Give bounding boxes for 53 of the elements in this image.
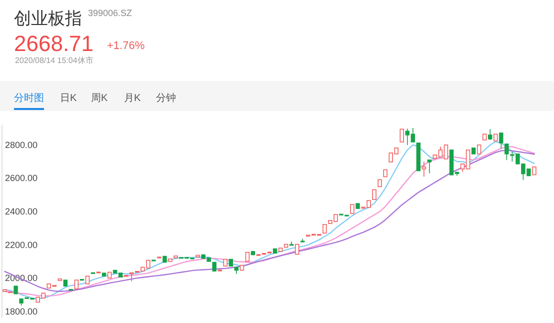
chart-subtitle: 399006.SZ <box>88 8 133 18</box>
text: 分钟 <box>156 92 176 104</box>
chart-title: 创业板指 <box>14 9 82 28</box>
candlestick <box>322 224 327 234</box>
candlestick <box>102 272 106 276</box>
text: 2020/08/14 15:04休市 <box>15 56 94 65</box>
candlestick <box>383 169 388 178</box>
candlestick <box>422 161 426 177</box>
candlestick <box>378 179 382 188</box>
candlestick <box>174 256 178 258</box>
y-tick-label: 2600.00 <box>5 173 38 184</box>
candlestick <box>250 251 256 256</box>
y-tick-label: 2800.00 <box>5 140 38 150</box>
text: 2668.71 <box>14 31 94 56</box>
y-tick-label: 2200.00 <box>5 240 38 250</box>
candlestick <box>168 258 172 262</box>
candlestick <box>245 252 250 262</box>
candlestick <box>294 244 300 255</box>
candlestick <box>499 132 504 149</box>
candlestick <box>240 264 244 271</box>
candlestick <box>107 272 112 278</box>
candlestick <box>289 241 294 246</box>
candlestick <box>212 262 216 272</box>
candlestick <box>272 248 278 254</box>
candlestick <box>471 148 476 154</box>
candlestick <box>162 256 167 263</box>
candlestick <box>416 142 421 172</box>
candlestick <box>63 280 68 286</box>
text: +1.76% <box>107 40 145 52</box>
candlestick <box>14 286 18 294</box>
text: 日K <box>60 93 77 104</box>
text: 周K <box>91 93 108 104</box>
text: 分时图 <box>14 92 44 104</box>
candlestick <box>400 128 404 142</box>
candlestick <box>223 258 228 266</box>
candlestick <box>356 203 360 209</box>
candlestick <box>228 258 233 266</box>
candlestick <box>372 189 376 200</box>
candlestick <box>284 244 288 248</box>
text: 月K <box>124 93 141 104</box>
candlestick <box>494 134 498 142</box>
y-tick-label: 2400.00 <box>5 206 38 217</box>
candlestick <box>482 134 487 140</box>
y-tick-label: 1800.00 <box>5 306 38 316</box>
candlestick <box>476 144 482 154</box>
candlestick <box>350 204 354 214</box>
candlestick <box>532 166 536 176</box>
candlestick <box>196 254 200 258</box>
candlestick <box>278 248 283 252</box>
candlestick <box>74 280 79 290</box>
candlestick <box>85 276 90 284</box>
candlestick <box>427 160 432 174</box>
candlestick <box>234 266 239 274</box>
